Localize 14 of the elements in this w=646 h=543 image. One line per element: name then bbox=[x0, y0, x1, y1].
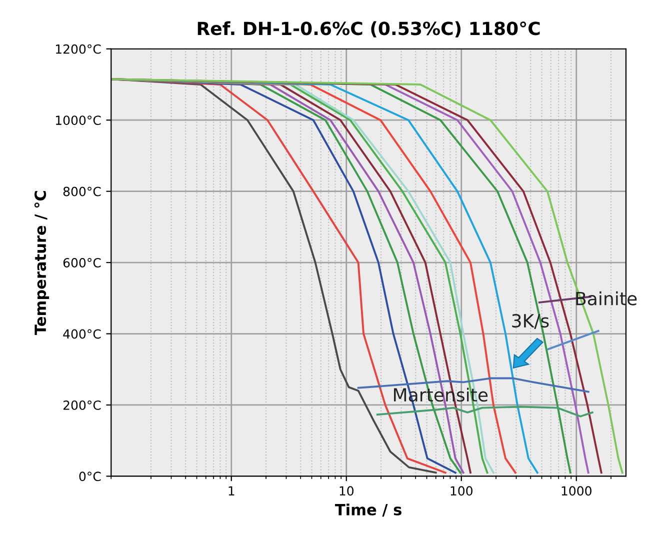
chart-title: Ref. DH-1-0.6%C (0.53%C) 1180°C bbox=[198, 21, 540, 38]
x-tick-label: 1000 bbox=[562, 486, 592, 496]
y-tick-label: 1000°C bbox=[56, 116, 101, 126]
y-tick-label: 600°C bbox=[63, 258, 101, 268]
y-tick-label: 200°C bbox=[63, 400, 101, 410]
y-tick-label: 1200°C bbox=[56, 44, 101, 54]
y-axis-title: Temperature / °C bbox=[34, 191, 50, 335]
x-tick-label: 1 bbox=[228, 486, 234, 496]
x-axis-title: Time / s bbox=[334, 504, 402, 517]
x-tick-label: 10 bbox=[340, 486, 354, 496]
x-tick-label: 100 bbox=[450, 486, 472, 496]
y-tick-label: 800°C bbox=[63, 186, 101, 196]
y-tick-label: 400°C bbox=[63, 329, 101, 339]
y-tick-label: 0°C bbox=[79, 472, 101, 482]
